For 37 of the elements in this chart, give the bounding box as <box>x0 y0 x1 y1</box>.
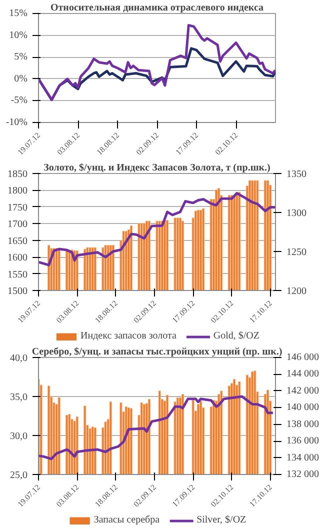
y-tick-label: 1700 <box>8 219 28 230</box>
y2-tick-label: 146 000 <box>286 352 319 363</box>
y-tick-label: 5% <box>14 52 28 63</box>
y-tick-label: 0% <box>14 73 28 84</box>
y-tick-label: 10% <box>9 30 28 41</box>
y2-tick-label: 1200 <box>286 286 306 297</box>
y-tick-label: 1500 <box>8 286 28 297</box>
y-tick-label: 1600 <box>8 252 28 264</box>
y-tick-label: 35,0 <box>10 392 28 403</box>
y-tick-label: 1550 <box>8 269 28 280</box>
y2-tick-label: 140 000 <box>286 402 319 414</box>
y-tick-label: 1850 <box>8 169 28 180</box>
y2-tick-label: 1350 <box>286 169 306 180</box>
legend-label: Gold, $/OZ <box>213 330 260 342</box>
y-tick-label: 40,0 <box>10 353 28 364</box>
y-tick-label: 15% <box>9 8 28 19</box>
legend-label: Silver, $/OZ <box>196 514 246 526</box>
y-tick-label: -10% <box>6 117 28 128</box>
y2-tick-label: 144 000 <box>286 368 319 380</box>
y2-tick-label: 136 000 <box>286 436 319 447</box>
y-tick-label: 30,0 <box>10 431 28 442</box>
y-tick-label: 1650 <box>8 236 28 247</box>
y-tick-label: 1800 <box>8 186 28 197</box>
y2-tick-label: 1300 <box>286 208 306 219</box>
chart-title: Золото, $/унц. и Индекс Запасов Золота, т (пр.шк.) <box>44 162 270 174</box>
y2-tick-label: 138 000 <box>286 418 319 430</box>
chart-title: Серебро, $/унц. и запасы тыс.тройцких унций (пр. шк.) <box>32 346 282 358</box>
legend-label: Запасы серебра <box>94 514 160 526</box>
y2-tick-label: 142 000 <box>286 385 319 396</box>
y2-tick-label: 1250 <box>286 247 306 258</box>
y-tick-label: 1750 <box>8 202 28 214</box>
y2-tick-label: 134 000 <box>286 452 319 464</box>
y-tick-label: -5% <box>10 95 28 106</box>
y2-tick-label: 132 000 <box>286 469 319 480</box>
legend-label: Индекс запасов золота <box>80 330 176 342</box>
y-tick-label: 25,0 <box>10 470 28 481</box>
chart-title: Относительная динамика отраслевого индекса <box>50 2 264 14</box>
